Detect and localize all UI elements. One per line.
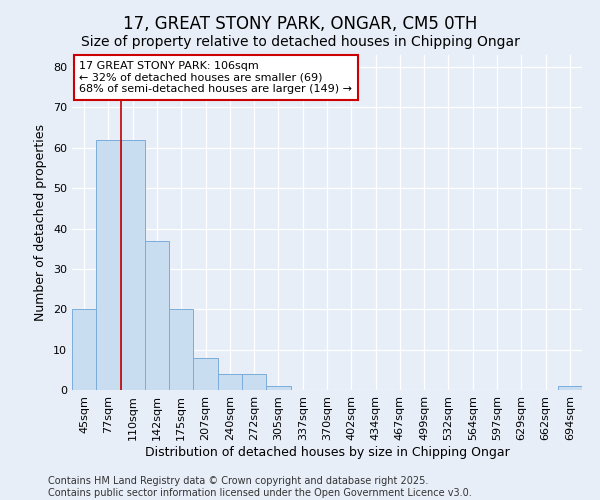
Bar: [121, 140, 145, 390]
Bar: [169, 310, 193, 390]
Bar: [266, 386, 290, 390]
Y-axis label: Number of detached properties: Number of detached properties: [34, 124, 47, 321]
Text: 17, GREAT STONY PARK, ONGAR, CM5 0TH: 17, GREAT STONY PARK, ONGAR, CM5 0TH: [123, 15, 477, 33]
Bar: [242, 374, 266, 390]
Bar: [72, 310, 96, 390]
Bar: [96, 140, 121, 390]
Bar: [145, 240, 169, 390]
Bar: [193, 358, 218, 390]
Bar: [218, 374, 242, 390]
X-axis label: Distribution of detached houses by size in Chipping Ongar: Distribution of detached houses by size …: [145, 446, 509, 458]
Text: Size of property relative to detached houses in Chipping Ongar: Size of property relative to detached ho…: [80, 35, 520, 49]
Text: 17 GREAT STONY PARK: 106sqm
← 32% of detached houses are smaller (69)
68% of sem: 17 GREAT STONY PARK: 106sqm ← 32% of det…: [79, 61, 352, 94]
Text: Contains HM Land Registry data © Crown copyright and database right 2025.
Contai: Contains HM Land Registry data © Crown c…: [48, 476, 472, 498]
Bar: [558, 386, 582, 390]
